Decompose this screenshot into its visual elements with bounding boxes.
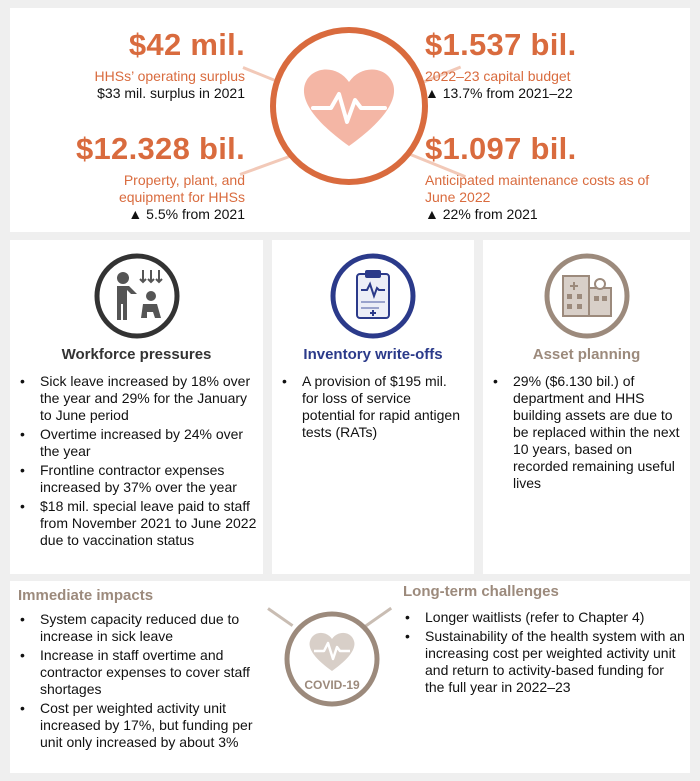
card-title: Asset planning [532, 346, 641, 363]
stat-value: $42 mil. [128, 27, 245, 62]
stat-value: $12.328 bil. [75, 131, 245, 166]
immediate-impacts-list: System capacity reduced due to increase … [10, 611, 270, 753]
list-item: Frontline contractor expenses increased … [10, 462, 258, 496]
list-item: Cost per weighted activity unit increase… [10, 700, 270, 751]
stat-label: equipment for HHSs [118, 189, 245, 205]
stat-label: 2022–23 capital budget [425, 68, 571, 84]
heart-pulse-icon [267, 24, 431, 193]
stat-note: ▲ 22% from 2021 [425, 206, 538, 222]
asset-list: 29% ($6.130 bil.) of department and HHS … [483, 373, 683, 494]
stat-value: $1.097 bil. [425, 131, 577, 166]
stat-operating-surplus: $42 mil. HHSs’ operating surplus $33 mil… [15, 28, 245, 102]
covid-badge-label: COVID-19 [304, 678, 360, 692]
stat-label: HHSs’ operating surplus [94, 68, 245, 84]
long-term-challenges-title: Long-term challenges [403, 583, 559, 600]
stat-maintenance-costs: $1.097 bil. Anticipated maintenance cost… [425, 132, 690, 223]
workforce-card: Workforce pressures Sick leave increased… [10, 240, 263, 574]
card-title: Inventory write-offs [303, 346, 443, 363]
list-item: 29% ($6.130 bil.) of department and HHS … [483, 373, 683, 492]
covid-impact-panel: Immediate impacts System capacity reduce… [10, 581, 690, 773]
stat-property-plant-equipment: $12.328 bil. Property, plant, and equipm… [0, 132, 245, 223]
stat-note: $33 mil. surplus in 2021 [97, 85, 245, 101]
list-item: Sustainability of the health system with… [395, 628, 685, 696]
list-item: Overtime increased by 24% over the year [10, 426, 258, 460]
stat-value: $1.537 bil. [425, 27, 577, 62]
stat-note: ▲ 5.5% from 2021 [128, 206, 245, 222]
covid-badge: COVID-19 [282, 609, 382, 709]
inventory-card: Inventory write-offs A provision of $195… [272, 240, 474, 574]
inventory-list: A provision of $195 mil. for loss of ser… [272, 373, 462, 443]
stat-label: June 2022 [425, 189, 491, 205]
workforce-icon [93, 252, 181, 345]
covid-heart-icon [284, 611, 380, 707]
list-item: System capacity reduced due to increase … [10, 611, 270, 645]
clipboard-icon [329, 252, 417, 345]
list-item: A provision of $195 mil. for loss of ser… [272, 373, 462, 441]
list-item: Longer waitlists (refer to Chapter 4) [395, 609, 685, 626]
immediate-impacts-title: Immediate impacts [18, 587, 154, 604]
stat-label: Property, plant, and [123, 172, 245, 188]
workforce-list: Sick leave increased by 18% over the yea… [10, 373, 258, 551]
buildings-icon [543, 252, 631, 345]
stat-note: ▲ 13.7% from 2021–22 [425, 85, 573, 101]
list-item: Increase in staff overtime and contracto… [10, 647, 270, 698]
list-item: $18 mil. special leave paid to staff fro… [10, 498, 258, 549]
stat-capital-budget: $1.537 bil. 2022–23 capital budget ▲ 13.… [425, 28, 675, 102]
financial-summary-panel: $42 mil. HHSs’ operating surplus $33 mil… [10, 8, 690, 232]
card-title: Workforce pressures [61, 346, 212, 363]
asset-card: Asset planning 29% ($6.130 bil.) of depa… [483, 240, 690, 574]
stat-label: Anticipated maintenance costs as of [425, 172, 650, 188]
long-term-challenges-list: Longer waitlists (refer to Chapter 4) Su… [395, 609, 685, 698]
list-item: Sick leave increased by 18% over the yea… [10, 373, 258, 424]
